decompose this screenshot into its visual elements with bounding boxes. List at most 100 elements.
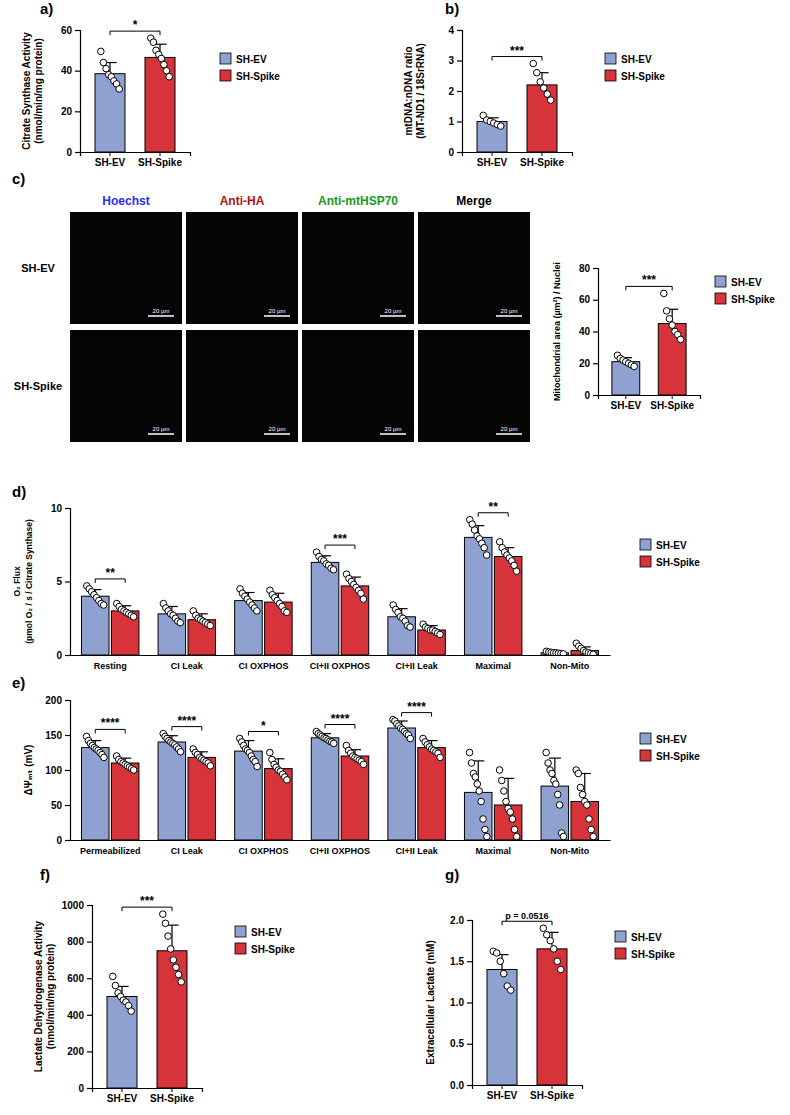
x-tick-mark [110, 152, 111, 156]
y-axis-title: ΔΨₘₜ (mV) [23, 745, 34, 796]
x-axis: SH-EVSH-Spike [473, 1085, 583, 1101]
micrograph-panel: c)HoechstAnti-HAAnti-mtHSP70MergeSH-EV20… [12, 170, 530, 442]
legend-entry: SH-EV [235, 926, 282, 938]
y-tick-label: 2.0 [450, 915, 464, 926]
scale-bar-label: 20 µm [269, 308, 286, 314]
data-point [166, 73, 173, 80]
y-tick: 0 [448, 147, 462, 158]
data-point [493, 950, 500, 957]
bar [341, 586, 369, 655]
y-tick: 1 [448, 116, 462, 127]
x-tick: CI+II OXPHOS [310, 840, 370, 856]
bar [158, 742, 186, 840]
legend-label: SH-EV [236, 54, 267, 65]
scale-bar [380, 433, 406, 435]
legend-entry: SH-Spike [615, 948, 675, 960]
bar [341, 756, 369, 840]
bar [388, 728, 416, 840]
significance-label: ** [106, 566, 116, 580]
y-axis-title: (nmol/min/mg protein) [45, 944, 56, 1050]
x-tick-label: Non-Mito [550, 661, 589, 671]
significance-bracket [502, 921, 552, 925]
y-tick-label: 40 [579, 326, 591, 337]
y-tick-label: 5 [56, 576, 62, 587]
y-tick: 20 [579, 358, 598, 369]
data-point [330, 740, 337, 747]
y-tick-mark [593, 300, 598, 301]
y-axis-line [593, 269, 599, 396]
data-point [360, 596, 367, 603]
x-tick: SH-EV [107, 1088, 138, 1104]
micrograph-image [302, 212, 414, 324]
legend-label: SH-EV [731, 277, 762, 288]
bar [158, 614, 186, 655]
y-tick-mark [467, 1044, 472, 1045]
significance-label: **** [407, 700, 426, 714]
y-axis-line [65, 701, 71, 841]
data-point [547, 97, 554, 104]
legend: SH-EVSH-Spike [615, 931, 675, 960]
bar [111, 763, 139, 840]
y-tick: 0 [78, 1083, 92, 1094]
x-tick: Maximal [475, 840, 511, 856]
data-point [507, 809, 514, 816]
x-tick-label: CI+II Leak [395, 846, 438, 856]
y-axis-title: Citrate Synthase Activity [21, 32, 32, 150]
data-point [207, 763, 214, 770]
legend-entry: SH-EV [715, 276, 762, 288]
plot-area [107, 911, 187, 1088]
y-tick-mark [75, 71, 80, 72]
y-tick-label: 10 [51, 503, 63, 514]
data-point [254, 608, 261, 615]
x-tick-label: CI Leak [171, 661, 204, 671]
bar [145, 57, 175, 152]
data-point [543, 749, 550, 756]
x-tick-label: CI OXPHOS [238, 846, 288, 856]
y-tick-label: 150 [45, 730, 62, 741]
plot-area [81, 516, 598, 655]
data-point [584, 802, 591, 809]
data-point [330, 566, 337, 573]
y-tick-mark [593, 395, 598, 396]
panel-label: d) [12, 483, 26, 500]
y-tick: 4 [448, 25, 462, 36]
y-tick: 0 [584, 390, 598, 401]
plot-area [612, 290, 686, 395]
data-point [669, 322, 676, 329]
data-point [663, 308, 670, 315]
data-point [437, 631, 444, 638]
data-point [478, 798, 485, 805]
legend-swatch [640, 733, 651, 744]
data-point [496, 767, 503, 774]
data-point [466, 749, 473, 756]
scale-bar-label: 20 µm [153, 308, 170, 314]
x-tick-label: SH-EV [95, 157, 126, 168]
x-tick: SH-EV [95, 152, 126, 168]
x-tick-label: SH-EV [611, 400, 642, 411]
y-axis-title: (nmol/min/mg protein) [33, 38, 44, 144]
y-tick: 20 [61, 106, 80, 117]
y-axis: 020406080 [579, 263, 599, 401]
legend: SH-EVSH-Spike [715, 276, 775, 305]
y-tick-label: 200 [45, 695, 62, 706]
data-point [267, 749, 274, 756]
y-tick-label: 2 [448, 86, 454, 97]
bar [107, 997, 137, 1089]
significance-label: **** [331, 712, 350, 726]
y-tick: 40 [579, 326, 598, 337]
bar [188, 620, 216, 655]
data-point [112, 982, 119, 989]
legend-label: SH-EV [656, 540, 687, 551]
bar [537, 949, 567, 1085]
legend: SH-EVSH-Spike [605, 53, 665, 82]
y-axis-title: (MT-ND1 / 18SrRNA) [415, 43, 426, 139]
x-tick: Resting [94, 655, 127, 671]
y-tick-mark [467, 961, 472, 962]
data-point [207, 622, 214, 629]
data-point [554, 791, 561, 798]
x-tick-label: SH-Spike [520, 157, 564, 168]
y-tick-mark [87, 1051, 92, 1052]
y-tick-mark [87, 941, 92, 942]
x-axis: SH-EVSH-Spike [81, 152, 191, 168]
x-tick: CI OXPHOS [238, 655, 288, 671]
